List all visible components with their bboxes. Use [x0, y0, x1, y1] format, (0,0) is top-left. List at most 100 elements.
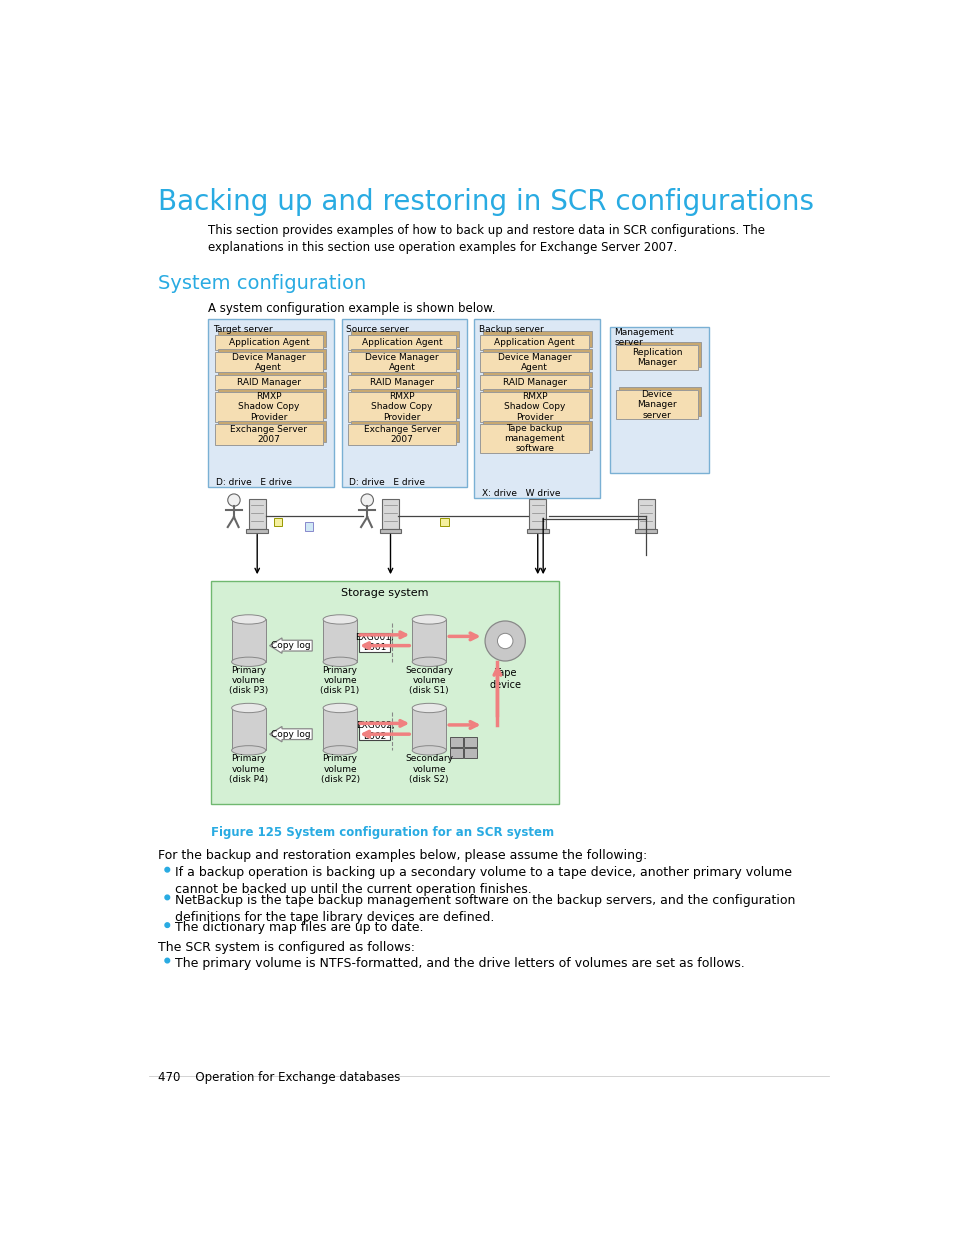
Circle shape — [165, 958, 170, 963]
FancyBboxPatch shape — [348, 393, 456, 421]
FancyBboxPatch shape — [246, 529, 268, 534]
Ellipse shape — [232, 615, 266, 624]
Text: Replication
Manager: Replication Manager — [631, 348, 681, 367]
FancyBboxPatch shape — [618, 387, 700, 416]
FancyBboxPatch shape — [217, 331, 326, 347]
Text: The primary volume is NTFS-formatted, and the drive letters of volumes are set a: The primary volume is NTFS-formatted, an… — [174, 957, 744, 969]
FancyBboxPatch shape — [232, 620, 266, 662]
FancyBboxPatch shape — [214, 393, 323, 421]
Circle shape — [165, 895, 170, 900]
Text: Primary
volume
(disk P2): Primary volume (disk P2) — [320, 755, 359, 784]
FancyBboxPatch shape — [526, 529, 548, 534]
Text: If a backup operation is backing up a secondary volume to a tape device, another: If a backup operation is backing up a se… — [174, 866, 791, 895]
FancyBboxPatch shape — [249, 499, 266, 529]
FancyBboxPatch shape — [351, 389, 459, 419]
FancyBboxPatch shape — [609, 327, 708, 473]
Text: D: drive   E drive: D: drive E drive — [216, 478, 292, 487]
FancyBboxPatch shape — [214, 374, 323, 390]
Text: Exchange Server
2007: Exchange Server 2007 — [363, 425, 440, 445]
FancyBboxPatch shape — [440, 517, 449, 526]
FancyBboxPatch shape — [412, 620, 446, 662]
Text: Copy log: Copy log — [272, 641, 311, 650]
Ellipse shape — [323, 657, 356, 667]
Ellipse shape — [412, 615, 446, 624]
FancyBboxPatch shape — [348, 335, 456, 350]
FancyBboxPatch shape — [616, 346, 698, 370]
Text: Exchange Server
2007: Exchange Server 2007 — [230, 425, 307, 445]
Text: RAID Manager: RAID Manager — [370, 378, 434, 387]
Text: Figure 125 System configuration for an SCR system: Figure 125 System configuration for an S… — [211, 826, 554, 839]
FancyBboxPatch shape — [323, 708, 356, 751]
FancyArrow shape — [270, 726, 312, 742]
Text: RMXP
Shadow Copy
Provider: RMXP Shadow Copy Provider — [503, 391, 565, 422]
FancyBboxPatch shape — [323, 620, 356, 662]
FancyBboxPatch shape — [480, 335, 588, 350]
FancyBboxPatch shape — [616, 390, 698, 419]
Ellipse shape — [323, 703, 356, 713]
FancyBboxPatch shape — [483, 372, 592, 387]
Text: Device
Manager
server: Device Manager server — [637, 390, 677, 420]
FancyBboxPatch shape — [359, 721, 390, 740]
Text: 470    Operation for Exchange databases: 470 Operation for Exchange databases — [158, 1071, 400, 1084]
FancyBboxPatch shape — [351, 421, 459, 442]
Text: Device Manager
Agent: Device Manager Agent — [497, 352, 571, 372]
Text: Target server: Target server — [213, 325, 273, 335]
FancyBboxPatch shape — [483, 331, 592, 347]
Text: Management
server: Management server — [614, 329, 674, 347]
FancyBboxPatch shape — [483, 350, 592, 369]
FancyBboxPatch shape — [348, 352, 456, 372]
Text: Tape backup
management
software: Tape backup management software — [504, 424, 564, 453]
FancyBboxPatch shape — [637, 499, 654, 529]
Text: A system configuration example is shown below.: A system configuration example is shown … — [208, 303, 496, 315]
Text: Tape
device: Tape device — [489, 668, 520, 689]
FancyBboxPatch shape — [348, 374, 456, 390]
FancyBboxPatch shape — [450, 748, 463, 758]
Text: Application Agent: Application Agent — [229, 337, 309, 347]
FancyBboxPatch shape — [464, 737, 476, 747]
FancyBboxPatch shape — [483, 389, 592, 419]
FancyBboxPatch shape — [464, 748, 476, 758]
FancyBboxPatch shape — [348, 424, 456, 446]
Circle shape — [360, 494, 373, 506]
FancyBboxPatch shape — [211, 580, 558, 804]
Text: Backup server: Backup server — [478, 325, 543, 335]
Text: For the backup and restoration examples below, please assume the following:: For the backup and restoration examples … — [158, 848, 646, 862]
FancyBboxPatch shape — [379, 529, 401, 534]
FancyBboxPatch shape — [381, 499, 398, 529]
FancyBboxPatch shape — [274, 517, 282, 526]
Text: The dictionary map files are up to date.: The dictionary map files are up to date. — [174, 921, 423, 935]
FancyBboxPatch shape — [232, 708, 266, 751]
FancyBboxPatch shape — [359, 634, 390, 652]
FancyBboxPatch shape — [351, 331, 459, 347]
Text: Primary
volume
(disk P1): Primary volume (disk P1) — [320, 666, 359, 695]
Text: Backing up and restoring in SCR configurations: Backing up and restoring in SCR configur… — [158, 188, 813, 216]
Circle shape — [497, 634, 513, 648]
Text: Storage system: Storage system — [341, 588, 429, 598]
Text: EXG001,
B001: EXG001, B001 — [355, 632, 394, 652]
Ellipse shape — [232, 703, 266, 713]
FancyBboxPatch shape — [618, 342, 700, 367]
FancyBboxPatch shape — [480, 393, 588, 421]
Text: Application Agent: Application Agent — [361, 337, 442, 347]
Text: RMXP
Shadow Copy
Provider: RMXP Shadow Copy Provider — [371, 391, 433, 422]
Text: This section provides examples of how to back up and restore data in SCR configu: This section provides examples of how to… — [208, 224, 764, 253]
Text: NetBackup is the tape backup management software on the backup servers, and the : NetBackup is the tape backup management … — [174, 894, 795, 924]
FancyBboxPatch shape — [351, 372, 459, 387]
Ellipse shape — [232, 657, 266, 667]
Text: Primary
volume
(disk P4): Primary volume (disk P4) — [229, 755, 268, 784]
Text: D: drive   E drive: D: drive E drive — [349, 478, 425, 487]
Ellipse shape — [412, 703, 446, 713]
Ellipse shape — [412, 657, 446, 667]
Text: Copy log: Copy log — [272, 730, 311, 739]
FancyBboxPatch shape — [480, 374, 588, 390]
FancyBboxPatch shape — [480, 352, 588, 372]
FancyBboxPatch shape — [474, 319, 599, 498]
Text: The SCR system is configured as follows:: The SCR system is configured as follows: — [158, 941, 415, 955]
FancyBboxPatch shape — [412, 708, 446, 751]
Ellipse shape — [412, 746, 446, 755]
FancyBboxPatch shape — [217, 389, 326, 419]
Text: Secondary
volume
(disk S2): Secondary volume (disk S2) — [405, 755, 453, 784]
Text: RMXP
Shadow Copy
Provider: RMXP Shadow Copy Provider — [238, 391, 299, 422]
Text: EXG002,
B002: EXG002, B002 — [355, 721, 394, 741]
FancyBboxPatch shape — [635, 529, 657, 534]
